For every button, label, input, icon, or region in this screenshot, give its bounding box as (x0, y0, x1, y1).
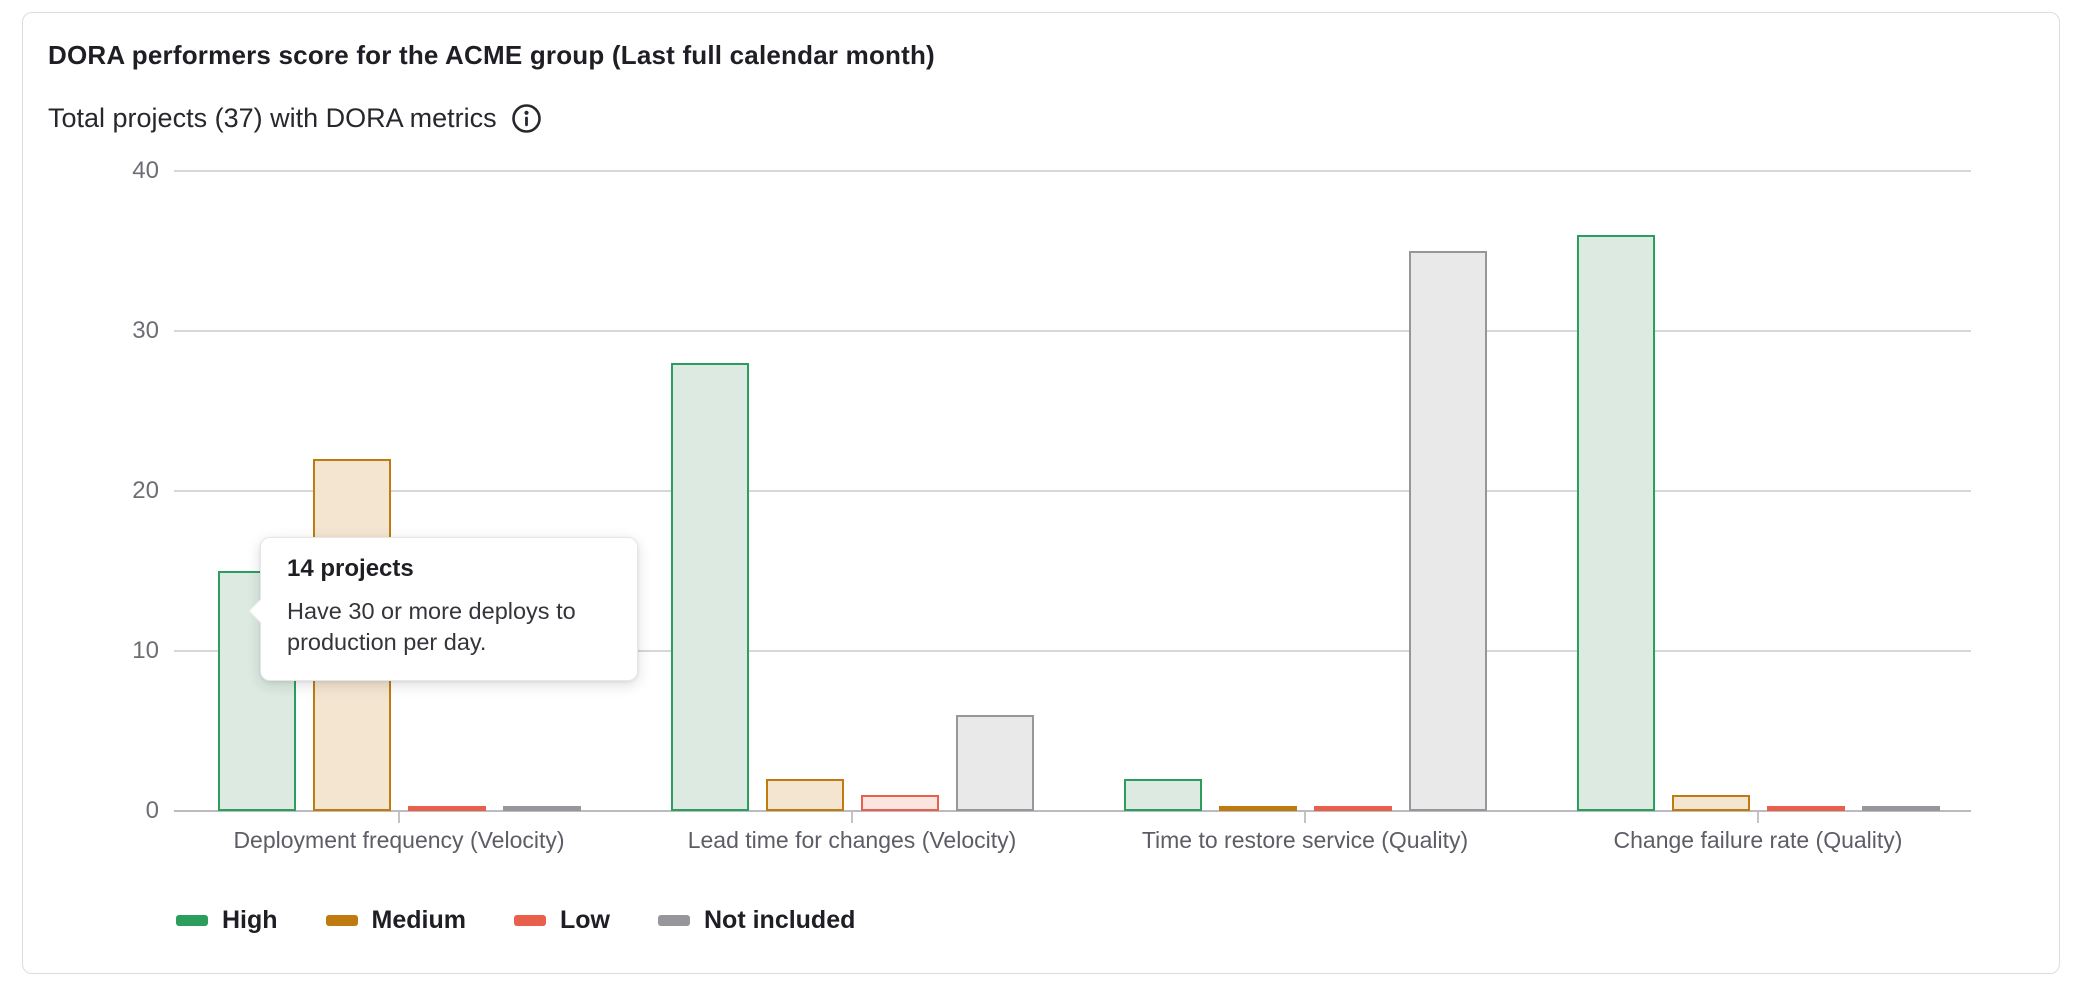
dora-performers-card: DORA performers score for the ACME group… (22, 12, 2060, 974)
chart-legend: High Medium Low Not included (176, 906, 855, 935)
legend-label: Medium (371, 906, 466, 934)
legend-label: High (222, 906, 278, 934)
gridline (174, 650, 1971, 652)
bar-high-lead-time-for-changes-velocity[interactable] (671, 363, 749, 811)
legend-item-medium[interactable]: Medium (325, 906, 466, 935)
bar-medium-time-to-restore-service-quality[interactable] (1219, 806, 1297, 811)
legend-item-high[interactable]: High (176, 906, 278, 935)
gridline (174, 490, 1971, 492)
bar-low-lead-time-for-changes-velocity[interactable] (861, 795, 939, 811)
x-axis-label-change-failure-rate-quality: Change failure rate (Quality) (1613, 827, 1903, 853)
gridline (174, 170, 1971, 172)
bar-low-change-failure-rate-quality[interactable] (1767, 806, 1845, 811)
legend-label: Low (560, 906, 610, 934)
bar-not-included-change-failure-rate-quality[interactable] (1862, 806, 1940, 811)
y-axis-label: 10 (132, 637, 159, 664)
legend-label: Not included (704, 906, 856, 934)
x-axis-tick (1304, 812, 1306, 823)
bar-not-included-lead-time-for-changes-velocity[interactable] (956, 715, 1034, 811)
tooltip-body: Have 30 or more deploys to production pe… (287, 598, 576, 655)
y-axis-label: 30 (132, 317, 159, 344)
total-projects-subtitle: Total projects (37) with DORA metrics (48, 103, 497, 133)
legend-swatch-low (514, 915, 546, 926)
chart-subtitle-row: Total projects (37) with DORA metrics (48, 103, 542, 134)
bar-low-time-to-restore-service-quality[interactable] (1314, 806, 1392, 811)
x-axis-label-time-to-restore-service-quality: Time to restore service (Quality) (1141, 827, 1469, 853)
legend-item-not-included[interactable]: Not included (658, 906, 855, 935)
chart-tooltip: 14 projects Have 30 or more deploys to p… (248, 537, 638, 681)
x-axis-tick (398, 812, 400, 823)
x-axis-tick (851, 812, 853, 823)
x-axis-label-deployment-frequency-velocity: Deployment frequency (Velocity) (233, 827, 565, 853)
bar-medium-change-failure-rate-quality[interactable] (1672, 795, 1750, 811)
bar-high-change-failure-rate-quality[interactable] (1577, 235, 1655, 811)
x-axis-line (174, 810, 1971, 812)
bar-not-included-time-to-restore-service-quality[interactable] (1409, 251, 1487, 811)
x-axis-label-lead-time-for-changes-velocity: Lead time for changes (Velocity) (687, 827, 1017, 853)
legend-swatch-high (176, 915, 208, 926)
bar-medium-lead-time-for-changes-velocity[interactable] (766, 779, 844, 811)
y-axis-label: 0 (145, 797, 159, 824)
x-axis-tick (1757, 812, 1759, 823)
bar-not-included-deployment-frequency-velocity[interactable] (503, 806, 581, 811)
bar-low-deployment-frequency-velocity[interactable] (408, 806, 486, 811)
y-axis-label: 20 (132, 477, 159, 504)
y-axis-label: 40 (132, 157, 159, 184)
bar-high-time-to-restore-service-quality[interactable] (1124, 779, 1202, 811)
legend-item-low[interactable]: Low (514, 906, 610, 935)
page-title: DORA performers score for the ACME group… (48, 40, 935, 70)
legend-swatch-not-included (658, 915, 690, 926)
info-circle-icon[interactable] (511, 103, 542, 134)
legend-swatch-medium (325, 915, 358, 926)
gridline (174, 330, 1971, 332)
tooltip-title: 14 projects (287, 555, 414, 582)
